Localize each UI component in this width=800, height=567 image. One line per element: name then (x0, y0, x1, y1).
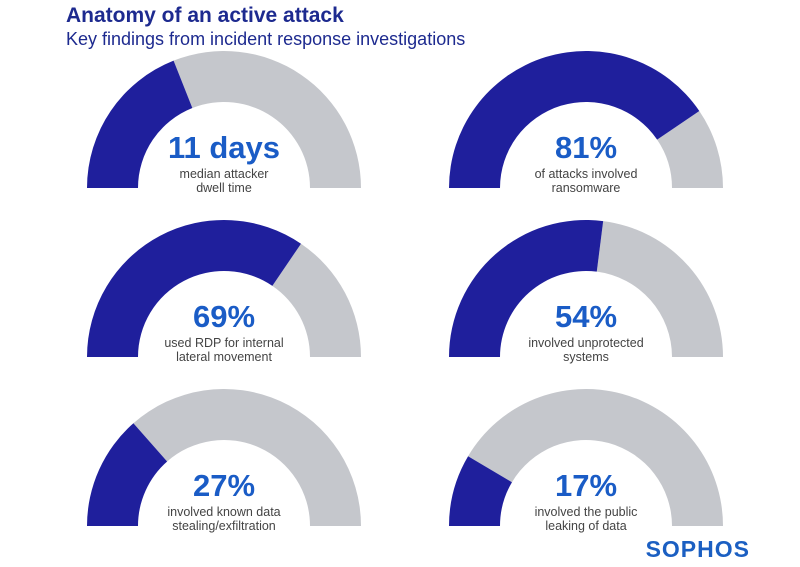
gauge-value: 11 days (168, 130, 280, 165)
gauge-label: involved known data (167, 505, 280, 519)
gauge-label: of attacks involved (535, 167, 638, 181)
gauge-track (133, 389, 361, 526)
sophos-logo: SOPHOS (645, 536, 750, 562)
gauge-fill (87, 219, 302, 357)
chart-title: Anatomy of an active attack (66, 4, 344, 27)
gauge-value: 17% (555, 468, 617, 503)
gauge-fill (449, 456, 512, 526)
gauge-track (596, 221, 723, 357)
gauge-fill (87, 60, 193, 188)
gauge-track (272, 243, 361, 357)
gauge-value: 54% (555, 299, 617, 334)
gauge-fill (449, 50, 700, 188)
gauge-label: involved the public (535, 505, 638, 519)
gauge-label: dwell time (196, 181, 252, 195)
gauge-value: 81% (555, 130, 617, 165)
gauge-fill (449, 219, 604, 357)
gauge-label: leaking of data (545, 519, 626, 533)
gauge-label: lateral movement (176, 350, 272, 364)
gauge-value: 27% (193, 468, 255, 503)
gauge-track (468, 388, 723, 526)
gauge-label: median attacker (180, 167, 269, 181)
gauge-track (173, 51, 361, 189)
gauge-label: systems (563, 350, 609, 364)
gauge-label: involved unprotected (528, 336, 643, 350)
gauge-track (657, 110, 723, 188)
chart-subtitle: Key findings from incident response inve… (66, 29, 466, 49)
gauge-fill (87, 423, 168, 526)
gauge-label: ransomware (552, 181, 621, 195)
gauge-label: used RDP for internal (164, 336, 283, 350)
gauge-value: 69% (193, 299, 255, 334)
gauge-label: stealing/exfiltration (172, 519, 276, 533)
